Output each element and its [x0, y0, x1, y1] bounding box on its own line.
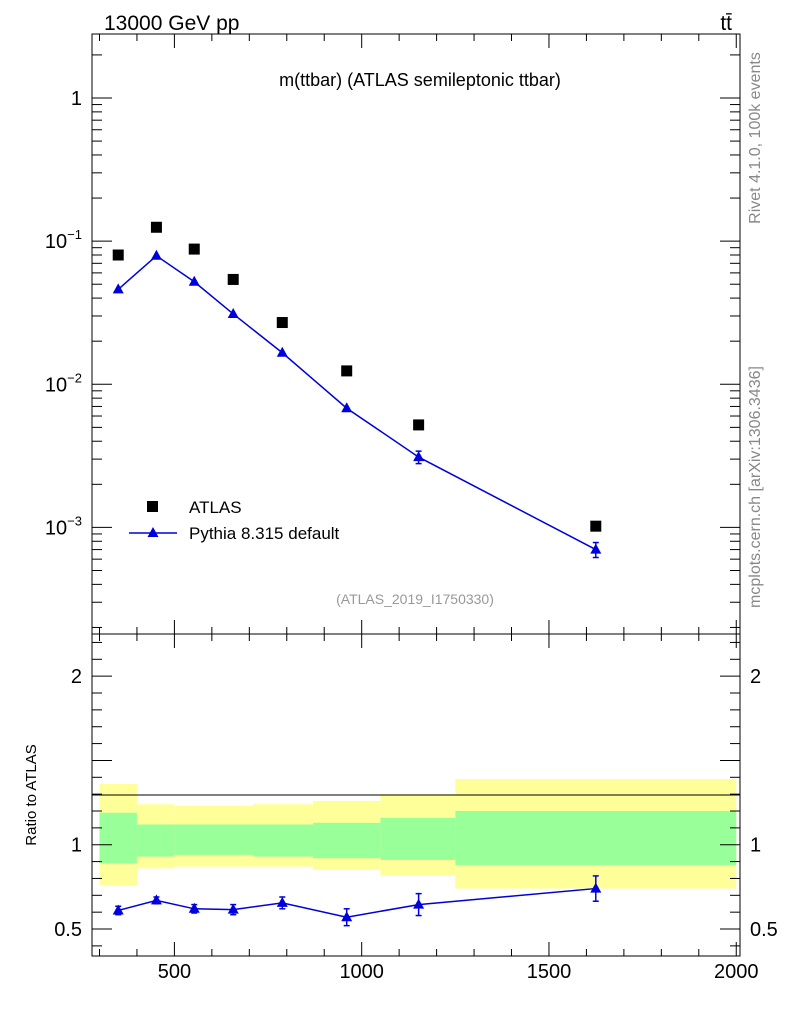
ratio-plot-frame: [91, 633, 741, 957]
ratio-series: [112, 875, 602, 927]
atlas-data-point: [590, 520, 602, 532]
ratio-panel: 0.5 0.5 1 1 2 2 500 1000 1500 2000 Ratio to ATLAS: [23, 633, 778, 983]
ratio-inner-band: [174, 824, 254, 855]
ratio-uncertainty-bands: [99, 778, 737, 889]
ratio-pythia-line: [118, 887, 596, 918]
main-y-tick-exponent: −3: [67, 513, 82, 528]
atlas-data-point: [150, 221, 162, 233]
ratio-data-point: [590, 882, 602, 893]
ratio-data-point: [413, 898, 425, 909]
ratio-inner-band: [136, 824, 175, 857]
ratio-data-point: [112, 904, 124, 915]
x-tick-label: 500: [158, 961, 191, 983]
ratio-tick-labels: 0.5 0.5 1 1 2 2 500 1000 1500 2000: [54, 666, 778, 983]
main-series: [112, 221, 602, 559]
ratio-inner-band: [380, 817, 456, 860]
main-plot-frame: [91, 33, 741, 635]
main-y-tick-base: 10: [45, 374, 67, 396]
atlas-data-point: [227, 273, 239, 285]
ratio-y-tick-label-left: 2: [71, 666, 82, 688]
ratio-inner-band: [455, 811, 737, 865]
ratio-y-tick-label-right: 2: [750, 666, 761, 688]
ratio-inner-band: [312, 822, 381, 859]
atlas-data-point: [413, 419, 425, 431]
main-y-tick-base: 10: [45, 517, 67, 539]
pythia-data-point: [276, 346, 288, 357]
pythia-data-point: [227, 307, 239, 318]
legend-atlas-marker: [147, 501, 158, 512]
main-y-tick-label: 10−3: [45, 513, 82, 539]
main-y-tick-exponent: −2: [67, 370, 82, 385]
pythia-data-point: [413, 451, 425, 462]
pythia-data-point: [112, 283, 124, 294]
ratio-ticks: [92, 634, 740, 956]
main-y-tick-label: 10−1: [45, 227, 82, 253]
main-y-tick-base: 10: [45, 231, 67, 253]
ratio-y-tick-label-right: 0.5: [750, 919, 778, 941]
atlas-data-point: [341, 365, 353, 377]
atlas-data-point: [112, 249, 124, 261]
x-tick-label: 2000: [714, 961, 759, 983]
main-y-tick-label: 1: [71, 88, 82, 110]
main-y-tick-labels: 110−110−210−3: [45, 88, 82, 539]
ratio-y-tick-label-left: 0.5: [54, 919, 82, 941]
main-x-ticks: [98, 34, 737, 634]
main-panel: m(ttbar) (ATLAS semileptonic ttbar) 110−…: [45, 33, 741, 635]
ratio-y-axis-label: Ratio to ATLAS: [23, 744, 40, 845]
pythia-data-point: [188, 275, 200, 286]
main-plot-title: m(ttbar) (ATLAS semileptonic ttbar): [279, 70, 561, 90]
x-tick-label: 1500: [527, 961, 572, 983]
process-label: tt̄: [720, 12, 732, 35]
ratio-y-tick-label-right: 1: [750, 835, 761, 857]
ratio-data-point: [150, 894, 162, 905]
pythia-data-point: [590, 543, 602, 554]
pythia-data-point: [341, 402, 353, 413]
source-label: mcplots.cern.ch [arXiv:1306.3436]: [747, 366, 764, 608]
ratio-data-point: [341, 911, 353, 922]
ratio-inner-band: [99, 812, 137, 864]
rivet-version-label: Rivet 4.1.0, 100k events: [747, 52, 764, 224]
ratio-y-tick-label-left: 1: [71, 835, 82, 857]
main-y-ticks: [92, 54, 740, 628]
legend-atlas-label: ATLAS: [189, 498, 242, 517]
x-tick-label: 1000: [339, 961, 384, 983]
atlas-data-point: [188, 243, 200, 255]
main-y-tick-exponent: −1: [67, 227, 82, 242]
analysis-id-label: (ATLAS_2019_I1750330): [336, 591, 494, 607]
ratio-data-point: [227, 903, 239, 914]
legend-pythia-marker: [147, 527, 159, 537]
main-y-tick-base: 1: [71, 88, 82, 110]
energy-label: 13000 GeV pp: [104, 12, 239, 35]
pythia-data-point: [150, 249, 162, 260]
legend: ATLAS Pythia 8.315 default: [129, 498, 340, 543]
ratio-inner-band: [253, 824, 313, 857]
ratio-data-point: [188, 902, 200, 913]
legend-pythia-label: Pythia 8.315 default: [189, 524, 340, 543]
main-y-tick-label: 10−2: [45, 370, 82, 396]
atlas-data-point: [276, 317, 288, 329]
pythia-line: [117, 254, 597, 551]
ratio-data-point: [276, 896, 288, 907]
